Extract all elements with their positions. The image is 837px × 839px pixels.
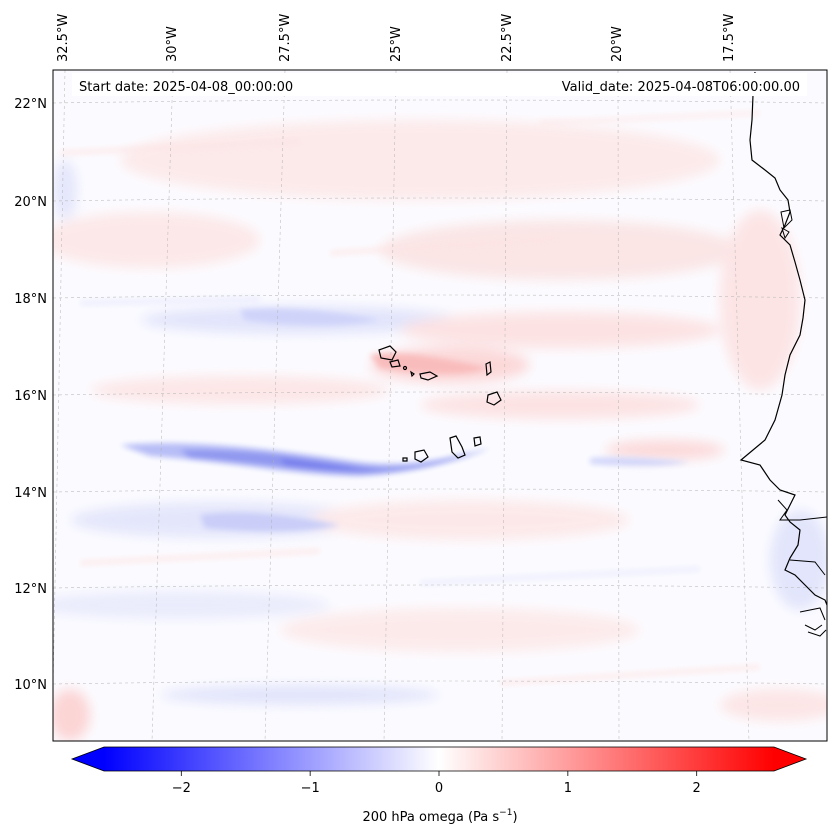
africa-coastline — [739, 71, 827, 606]
colorbar-tick-label: 2 — [693, 781, 701, 796]
colorbar-ticks: −2 −1 0 1 2 — [172, 771, 701, 796]
colorbar-high-extend — [774, 747, 806, 771]
lon-label: 25°W — [389, 26, 404, 62]
colorbar-label-prefix: 200 hPa omega (Pa s — [362, 810, 499, 825]
colorbar-label-suffix: ) — [512, 810, 517, 825]
cape-verde-islands — [378, 345, 502, 463]
lat-label: 10°N — [14, 678, 47, 693]
map-frame — [52, 69, 828, 742]
colorbar-label-exp: −1 — [499, 808, 512, 818]
title-strip — [72, 73, 807, 96]
colorbar-tick-label: −2 — [172, 781, 191, 796]
map-panel — [53, 70, 827, 741]
lat-label: 20°N — [14, 195, 47, 210]
latitude-labels: 22°N 20°N 18°N 16°N 14°N 12°N 10°N — [14, 97, 47, 693]
longitude-labels: 32.5°W 30°W 27.5°W 25°W 22.5°W 20°W 17.5… — [56, 14, 737, 62]
lat-label: 16°N — [14, 389, 47, 404]
colorbar-low-extend — [72, 747, 104, 771]
colorbar-tick-label: 0 — [435, 781, 443, 796]
start-date-label: Start date: 2025-04-08_00:00:00 — [79, 80, 293, 95]
lat-label: 22°N — [14, 97, 47, 112]
colorbar-tick-label: 1 — [564, 781, 572, 796]
lon-label: 27.5°W — [278, 14, 293, 62]
colorbar-outline — [70, 746, 808, 772]
lon-label: 30°W — [165, 26, 180, 62]
graticule — [53, 70, 827, 741]
lon-label: 32.5°W — [56, 14, 71, 62]
lon-label: 22.5°W — [500, 14, 515, 62]
lat-label: 12°N — [14, 582, 47, 597]
lon-label: 17.5°W — [722, 14, 737, 62]
omega-field — [53, 110, 827, 741]
valid-date-label: Valid_date: 2025-04-08T06:00:00.00 — [562, 80, 800, 95]
colorbar: −2 −1 0 1 2 200 hPa omega (Pa s−1) — [70, 746, 808, 825]
colorbar-label: 200 hPa omega (Pa s−1) — [362, 808, 517, 825]
lat-label: 18°N — [14, 292, 47, 307]
colorbar-gradient — [104, 747, 774, 771]
colorbar-tick-label: −1 — [301, 781, 320, 796]
lat-label: 14°N — [14, 486, 47, 501]
lon-label: 20°W — [610, 26, 625, 62]
africa-coast-details — [777, 499, 827, 637]
